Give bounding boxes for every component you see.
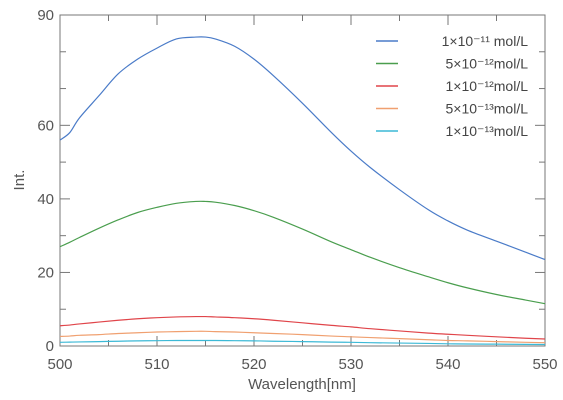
y-tick-label: 60 <box>37 117 54 134</box>
x-tick-label: 510 <box>144 356 169 373</box>
y-tick-label: 90 <box>37 7 54 24</box>
series-layer <box>59 36 546 346</box>
x-tick-label: 500 <box>47 356 72 373</box>
series-line-2 <box>59 200 546 305</box>
legend-label-2: 5×10⁻¹²mol/L <box>446 56 529 72</box>
x-axis-title: Wavelength[nm] <box>248 376 356 393</box>
legend-label-5: 1×10⁻¹³mol/L <box>446 123 529 139</box>
tick-labels: 500 510 520 530 540 550 0 20 40 60 90 <box>37 7 557 373</box>
y-axis-title: Int. <box>11 170 28 191</box>
series-line-4 <box>59 330 546 344</box>
x-tick-label: 520 <box>241 356 266 373</box>
y-tick-label: 20 <box>37 264 54 281</box>
x-tick-label: 530 <box>338 356 363 373</box>
legend-label-3: 1×10⁻¹²mol/L <box>446 78 529 94</box>
y-tick-label: 0 <box>46 338 54 355</box>
tick-marks <box>59 14 546 347</box>
series-line-3 <box>59 315 546 340</box>
x-tick-label: 550 <box>532 356 557 373</box>
legend: 1×10⁻¹¹ mol/L 5×10⁻¹²mol/L 1×10⁻¹²mol/L 5×1… <box>376 33 528 139</box>
legend-label-1: 1×10⁻¹¹ mol/L <box>442 33 529 49</box>
series-line-5 <box>59 339 546 346</box>
x-tick-label: 540 <box>435 356 460 373</box>
series-line-1 <box>59 36 546 261</box>
y-tick-label: 40 <box>37 191 54 208</box>
legend-label-4: 5×10⁻¹³mol/L <box>446 101 529 117</box>
